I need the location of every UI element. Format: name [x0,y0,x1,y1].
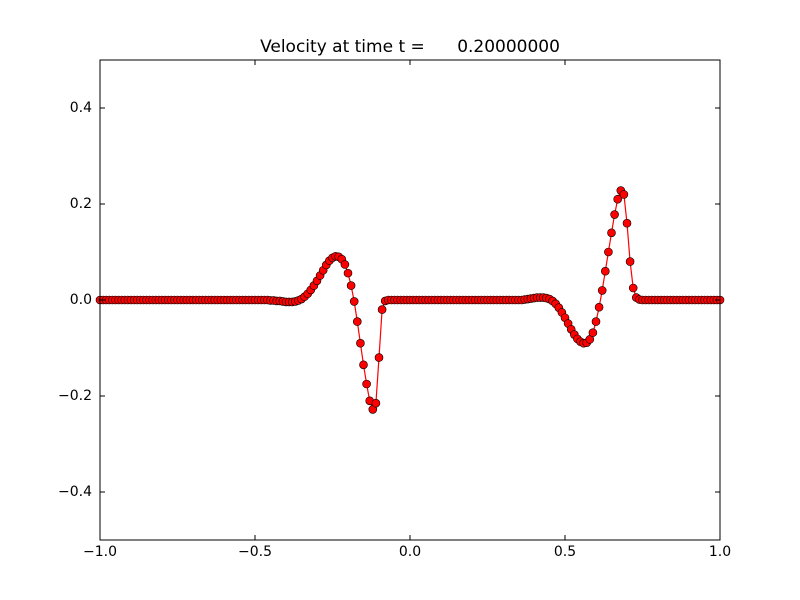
data-point [343,268,353,278]
x-tick-label: 0.0 [399,544,421,560]
data-point [610,210,619,219]
y-tick-label: −0.2 [58,388,92,404]
x-tick-label: 1.0 [709,544,731,560]
data-point [619,190,629,199]
y-tick-label: 0.0 [70,292,92,308]
data-point [594,302,604,312]
x-tick-label: 0.5 [554,544,576,560]
data-point [625,257,635,266]
data-point [352,317,362,326]
data-point [371,398,381,408]
data-point [628,283,638,293]
data-point [359,360,368,370]
data-point [604,247,613,257]
data-point [356,338,365,348]
data-point [607,228,616,238]
data-point [340,260,350,269]
data-point [600,266,610,276]
data-point [588,328,598,337]
data-point [613,194,623,204]
data-point [346,281,356,290]
data-point [377,305,387,314]
data-point [622,218,632,228]
x-tick-label: −1.0 [83,544,117,560]
chart-title: Velocity at time t = 0.20000000 [260,37,560,57]
x-tick-label: −0.5 [238,544,272,560]
y-tick-label: 0.2 [70,196,92,212]
y-tick-label: −0.4 [58,484,92,500]
data-point [591,317,601,326]
data-point [374,353,384,362]
data-point [597,286,607,295]
y-tick-label: 0.4 [70,100,92,116]
data-point [362,379,371,389]
data-point [349,297,359,306]
